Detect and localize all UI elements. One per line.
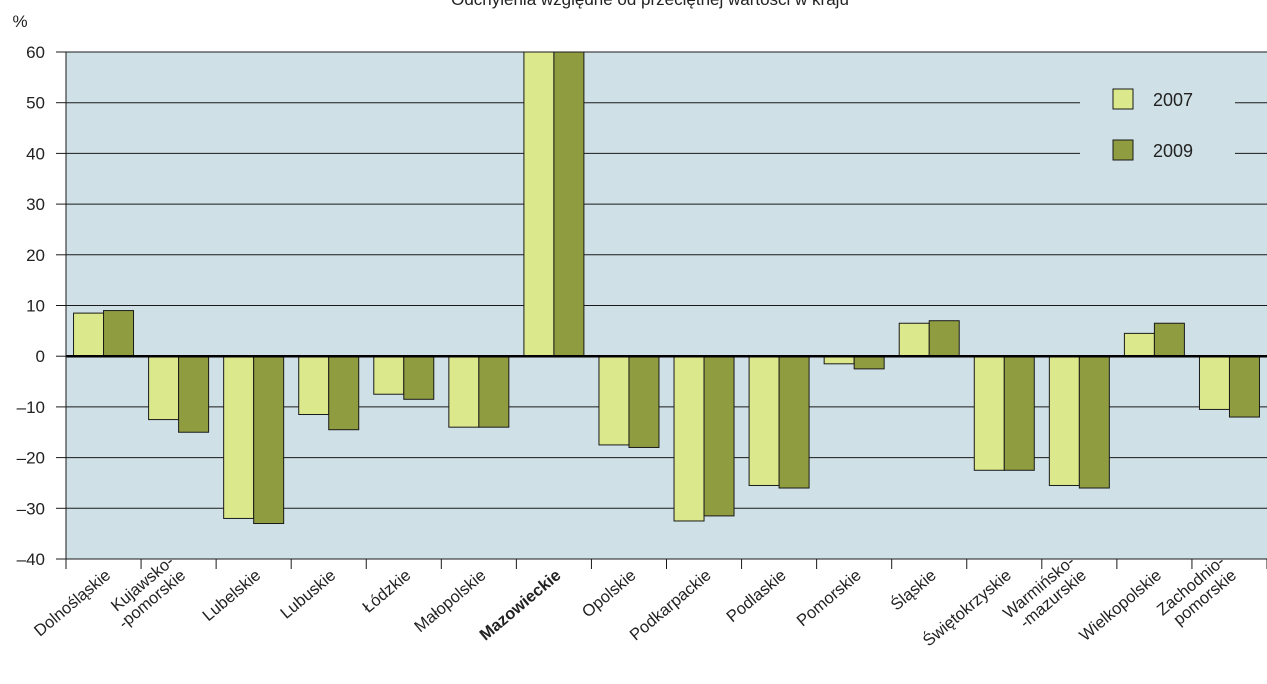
y-tick-label: –20 [17, 449, 45, 468]
y-tick-label: –10 [17, 398, 45, 417]
bar-2007 [673, 355, 705, 522]
x-category-label: Łódzkie [359, 566, 414, 616]
x-category-label: Zachodnio-pomorskie [1154, 552, 1240, 633]
x-category-label: Lubuskie [277, 566, 339, 622]
bar-2007 [448, 355, 480, 428]
bar-2007 [73, 312, 105, 357]
x-category-label: Lubelskie [199, 566, 264, 625]
y-tick-label: 0 [36, 347, 45, 366]
x-category-label: Kujawsko--pomorskie [104, 552, 190, 632]
x-category-label: Mazowieckie [476, 566, 564, 644]
bar-2007 [748, 355, 780, 486]
bar-2009 [853, 355, 885, 370]
y-tick-label: –40 [17, 550, 45, 569]
bar-2007 [148, 355, 180, 421]
bar-2007 [1048, 355, 1080, 486]
bar-2007 [898, 322, 930, 357]
bar-2007 [223, 355, 255, 519]
y-tick-label: 30 [26, 195, 45, 214]
bar-2009 [328, 355, 360, 431]
x-category-label: Małopolskie [411, 566, 489, 636]
x-category-label: Podkarpackie [626, 566, 714, 644]
bar-2009 [553, 51, 585, 357]
bar-2009 [1078, 355, 1110, 489]
x-category-label: Opolskie [579, 566, 640, 621]
bar-2009 [103, 310, 135, 357]
y-tick-label: 40 [26, 144, 45, 163]
bar-2009 [253, 355, 285, 525]
legend-label-2007: 2007 [1153, 90, 1193, 110]
y-axis-unit: % [12, 12, 27, 31]
bar-2009 [703, 355, 735, 517]
bar-2009 [478, 355, 510, 428]
bar-2009 [628, 355, 660, 448]
x-category-label: Warmińsko--mazurskie [1000, 552, 1090, 636]
chart-title: Odchylenia względne od przeciętnej warto… [451, 0, 849, 9]
bar-2007 [973, 355, 1005, 471]
x-category-label: Pomorskie [793, 566, 864, 630]
bar-2009 [178, 355, 210, 433]
bar-2009 [1003, 355, 1035, 471]
bar-2007 [1198, 355, 1230, 410]
y-tick-label: 10 [26, 297, 45, 316]
bar-2009 [928, 320, 960, 357]
bar-2007 [373, 355, 405, 395]
bar-2007 [298, 355, 330, 416]
bar-2007 [523, 51, 555, 357]
legend-box [1080, 80, 1235, 175]
bar-2009 [1153, 322, 1185, 357]
y-tick-label: 60 [26, 43, 45, 62]
bar-2009 [403, 355, 435, 400]
bar-2007 [1123, 332, 1155, 357]
x-category-label: Wielkopolskie [1076, 566, 1165, 645]
y-tick-label: 20 [26, 246, 45, 265]
legend-swatch-2007 [1112, 88, 1134, 110]
legend-label-2009: 2009 [1153, 141, 1193, 161]
y-tick-label: 50 [26, 94, 45, 113]
bar-2009 [778, 355, 810, 489]
legend-swatch-2009 [1112, 139, 1134, 161]
y-tick-label: –30 [17, 499, 45, 518]
bar-2009 [1228, 355, 1260, 418]
x-category-label: Śląskie [887, 566, 940, 615]
x-category-label: Dolnośląskie [31, 566, 114, 640]
bar-2007 [598, 355, 630, 446]
x-category-label: Podlaskie [723, 566, 789, 626]
